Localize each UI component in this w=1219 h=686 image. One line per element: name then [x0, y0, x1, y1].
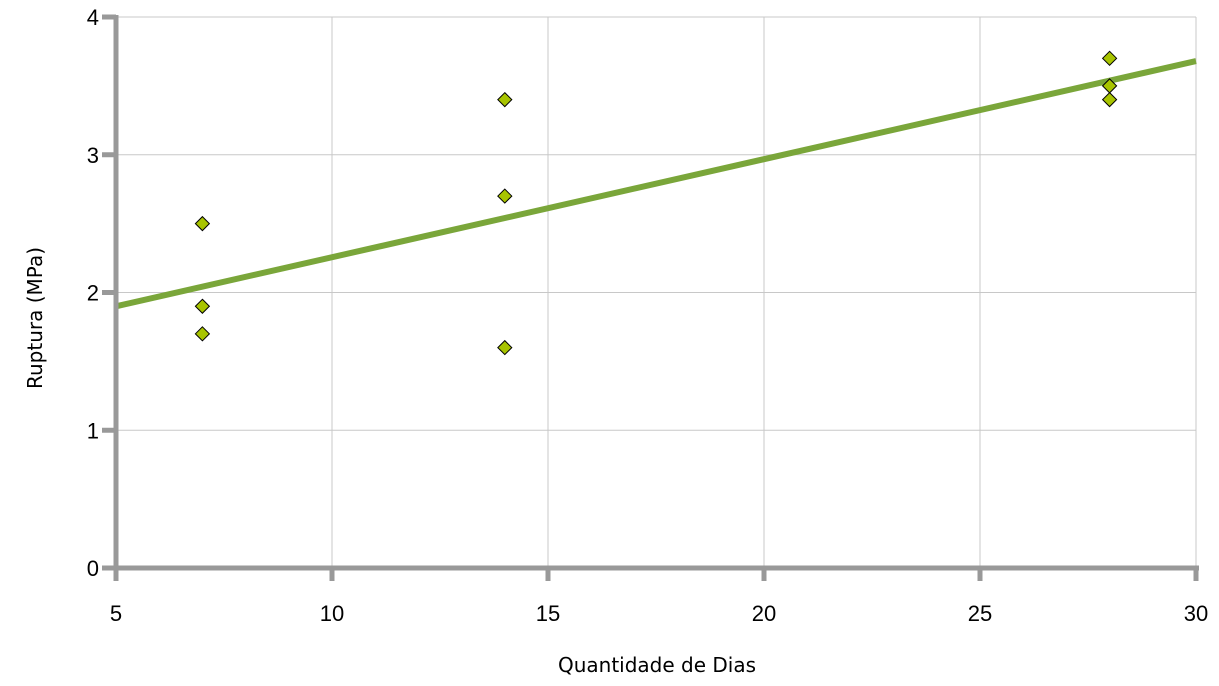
x-tick-label-0: 5	[110, 601, 122, 626]
data-point-0-6	[1101, 50, 1118, 67]
y-tick-label-0: 0	[87, 556, 99, 581]
data-point-0-0	[194, 215, 211, 232]
y-tick-label-3: 3	[87, 143, 99, 168]
x-tick-label-3: 20	[752, 601, 776, 626]
y-tick-label-2: 2	[87, 281, 99, 306]
x-axis-title: Quantidade de Dias	[558, 653, 756, 677]
x-tick-label-2: 15	[536, 601, 560, 626]
trendline	[115, 58, 1197, 310]
data-point-0-8	[1101, 91, 1118, 108]
grid-lines	[116, 16, 1197, 568]
trendline-layer	[115, 58, 1197, 310]
data-point-0-3	[497, 91, 513, 108]
x-tick-label-1: 10	[320, 601, 344, 626]
y-tick-label-4: 4	[87, 5, 99, 30]
y-tick-label-1: 1	[87, 418, 99, 443]
data-point-0-2	[194, 326, 211, 342]
x-tick-label-4: 25	[968, 601, 992, 626]
data-point-0-4	[497, 188, 513, 204]
data-point-0-5	[497, 339, 513, 356]
y-axis-title: Ruptura (MPa)	[23, 247, 47, 389]
axes	[102, 14, 1199, 581]
data-point-0-1	[194, 298, 211, 314]
x-tick-label-5: 30	[1184, 601, 1208, 626]
tick-labels: 0 1 2 3 4 5 10 15 20 25 30	[87, 5, 1208, 626]
data-points	[194, 50, 1118, 356]
